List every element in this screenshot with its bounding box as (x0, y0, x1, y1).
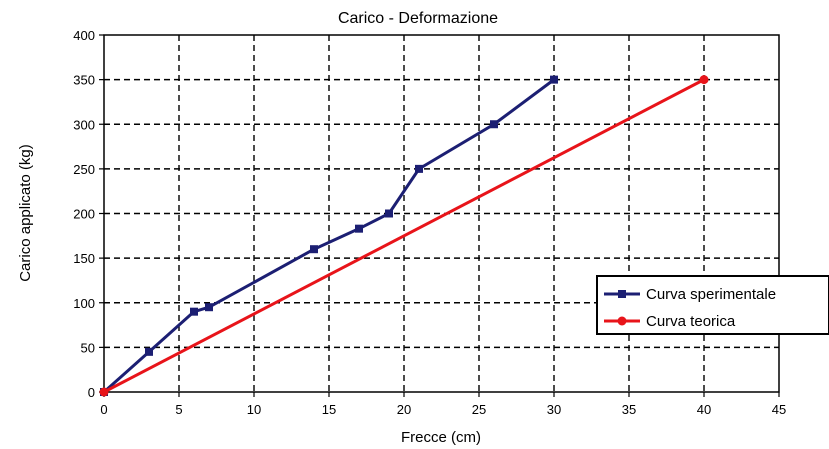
x-tick-label: 20 (397, 402, 411, 417)
legend-marker (617, 316, 627, 326)
chart-title: Carico - Deformazione (338, 10, 498, 27)
y-tick-label: 0 (88, 385, 95, 400)
data-point (145, 347, 153, 356)
y-tick-label: 50 (81, 340, 95, 355)
x-tick-label: 35 (622, 402, 636, 417)
data-point (310, 245, 318, 254)
series-line-2 (103, 78, 705, 394)
x-tick-label: 5 (175, 402, 182, 417)
data-point (190, 307, 198, 316)
x-tick-label: 30 (547, 402, 561, 417)
y-tick-label: 400 (73, 28, 95, 43)
x-axis-label: Frecce (cm) (401, 429, 481, 446)
y-tick-label: 150 (73, 251, 95, 266)
y-tick-label: 350 (73, 73, 95, 88)
legend-label: Curva teorica (646, 313, 736, 330)
x-tick-label: 25 (472, 402, 486, 417)
y-tick-label: 300 (73, 117, 95, 132)
data-point (415, 164, 423, 173)
x-tick-label: 40 (697, 402, 711, 417)
legend-label: Curva sperimentale (646, 286, 776, 303)
y-tick-label: 250 (73, 162, 95, 177)
data-point (699, 75, 709, 85)
series-line-1 (103, 78, 555, 394)
data-point (205, 303, 213, 312)
legend: Curva sperimentale Curva teorica (596, 275, 829, 335)
data-point (355, 224, 363, 233)
x-tick-label: 0 (100, 402, 107, 417)
y-tick-labels: 0 50 100 150 200 250 300 350 400 (73, 28, 95, 400)
x-tick-label: 15 (322, 402, 336, 417)
x-tick-label: 10 (247, 402, 261, 417)
y-axis-label: Carico applicato (kg) (17, 144, 34, 282)
data-point (550, 75, 558, 84)
data-point (385, 209, 393, 218)
legend-marker (618, 290, 626, 298)
data-point (490, 120, 498, 129)
x-tick-labels: 0 5 10 15 20 25 30 35 40 45 (100, 402, 786, 417)
x-tick-label: 45 (772, 402, 786, 417)
y-tick-label: 100 (73, 296, 95, 311)
data-point (99, 387, 109, 397)
series-group (99, 75, 709, 397)
legend-box (596, 275, 829, 335)
y-tick-label: 200 (73, 207, 95, 222)
